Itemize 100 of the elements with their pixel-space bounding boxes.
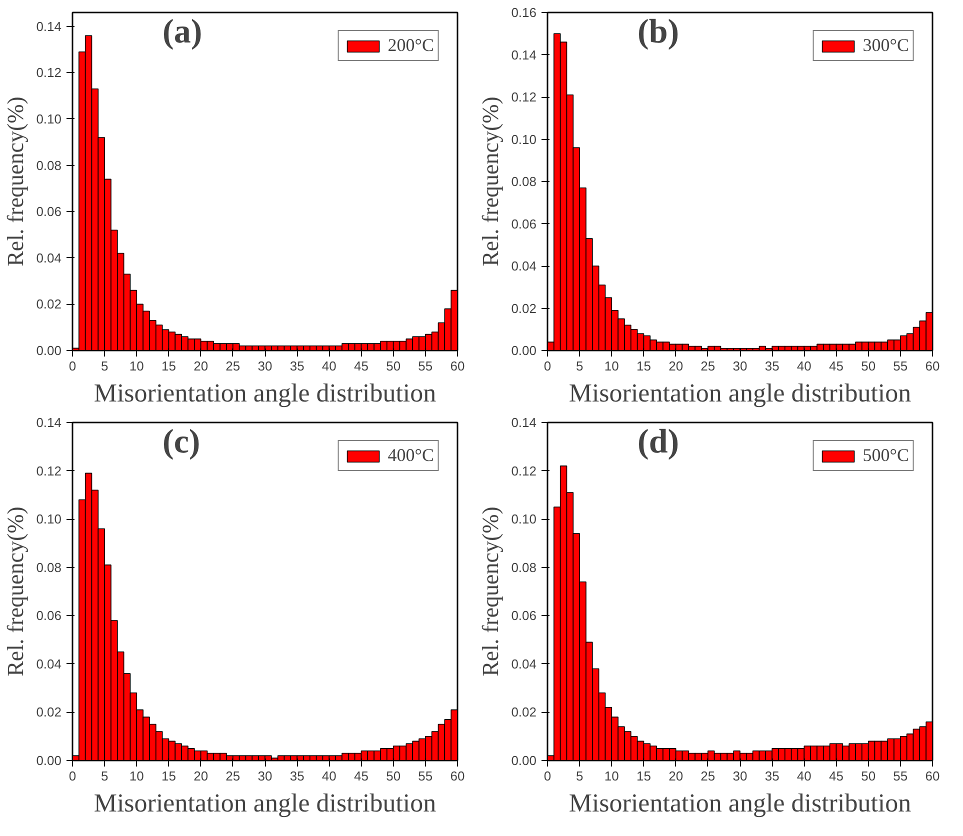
y-tick-label: 0.04 <box>511 258 537 274</box>
x-tick-label: 35 <box>290 358 304 374</box>
x-tick-label: 20 <box>194 768 208 784</box>
x-tick-label: 15 <box>162 768 176 784</box>
x-tick-label: 10 <box>129 358 144 374</box>
x-axis-title: Misorientation angle distribution <box>94 378 436 408</box>
annotation: (b) <box>638 14 680 50</box>
x-tick-label: 45 <box>829 358 844 374</box>
x-tick-label: 10 <box>604 768 619 784</box>
x-tick-label: 35 <box>290 768 304 784</box>
x-tick-label: 5 <box>100 358 108 374</box>
x-tick-label: 25 <box>700 768 716 784</box>
x-tick-label: 20 <box>668 768 684 784</box>
x-tick-label: 20 <box>194 358 208 374</box>
x-tick-label: 40 <box>322 358 336 374</box>
y-tick-label: 0.08 <box>36 158 62 173</box>
x-tick-label: 45 <box>829 768 844 784</box>
y-tick-label: 0.00 <box>36 753 62 768</box>
y-tick-label: 0.16 <box>511 5 537 20</box>
y-tick-label: 0.06 <box>511 216 537 232</box>
annotation: (c) <box>162 424 200 460</box>
legend-label: 300°C <box>862 35 909 56</box>
y-tick-label: 0.14 <box>511 415 537 430</box>
y-tick-label: 0.14 <box>36 18 62 34</box>
x-tick-label: 40 <box>322 768 336 784</box>
y-tick-label: 0.10 <box>511 512 537 527</box>
x-tick-label: 30 <box>258 358 272 374</box>
y-tick-label: 0.02 <box>36 296 62 312</box>
x-tick-label: 0 <box>68 358 76 374</box>
y-axis-title: Rel. frequency(%) <box>3 506 28 676</box>
x-tick-label: 25 <box>700 358 716 374</box>
y-tick-label: 0.00 <box>511 753 537 768</box>
legend-label: 500°C <box>862 445 909 466</box>
x-tick-label: 15 <box>636 768 651 784</box>
y-tick-label: 0.06 <box>36 204 62 220</box>
x-tick-label: 40 <box>796 768 812 784</box>
y-tick-label: 0.14 <box>511 47 537 62</box>
y-tick-label: 0.06 <box>511 608 537 624</box>
x-tick-label: 15 <box>636 358 651 374</box>
y-tick-label: 0.12 <box>36 463 62 478</box>
y-tick-label: 0.10 <box>36 512 62 527</box>
x-tick-label: 5 <box>100 768 108 784</box>
y-axis-title: Rel. frequency(%) <box>3 96 28 266</box>
y-tick-label: 0.00 <box>511 343 537 358</box>
y-tick-label: 0.06 <box>36 608 62 624</box>
y-axis-title: Rel. frequency(%) <box>478 506 504 676</box>
y-tick-label: 0.04 <box>36 250 62 266</box>
y-tick-label: 0.08 <box>36 560 62 575</box>
y-tick-label: 0.12 <box>511 463 537 478</box>
legend-label: 400°C <box>388 445 434 466</box>
x-tick-label: 35 <box>764 358 780 374</box>
x-tick-label: 25 <box>226 768 240 784</box>
x-tick-label: 30 <box>732 358 748 374</box>
y-tick-label: 0.10 <box>511 132 537 147</box>
y-tick-label: 0.12 <box>36 65 62 80</box>
x-tick-label: 5 <box>576 768 584 784</box>
x-axis-title: Misorientation angle distribution <box>568 788 912 818</box>
x-tick-label: 0 <box>68 768 76 784</box>
x-tick-label: 55 <box>418 768 433 784</box>
x-tick-label: 25 <box>226 358 240 374</box>
x-axis-title: Misorientation angle distribution <box>568 378 912 408</box>
x-tick-label: 35 <box>764 768 780 784</box>
x-axis-title: Misorientation angle distribution <box>94 788 436 818</box>
x-tick-label: 55 <box>893 358 908 374</box>
x-tick-label: 50 <box>386 358 401 374</box>
x-tick-label: 55 <box>893 768 908 784</box>
x-tick-label: 50 <box>861 768 876 784</box>
x-tick-label: 45 <box>354 358 368 374</box>
y-tick-label: 0.02 <box>511 704 537 720</box>
legend-label: 200°C <box>388 35 434 56</box>
y-tick-label: 0.04 <box>36 656 62 672</box>
x-tick-label: 50 <box>386 768 401 784</box>
y-tick-label: 0.08 <box>511 560 537 575</box>
x-tick-label: 45 <box>354 768 368 784</box>
x-tick-label: 30 <box>258 768 272 784</box>
x-tick-label: 40 <box>796 358 812 374</box>
x-tick-label: 60 <box>925 768 940 784</box>
y-tick-label: 0.00 <box>36 343 62 358</box>
x-tick-label: 60 <box>450 768 465 784</box>
x-tick-label: 55 <box>418 358 433 374</box>
x-tick-label: 0 <box>544 358 552 374</box>
y-tick-label: 0.04 <box>511 656 537 672</box>
annotation: (a) <box>162 14 202 50</box>
y-tick-label: 0.08 <box>511 174 537 189</box>
y-tick-label: 0.02 <box>511 300 537 316</box>
y-axis-title: Rel. frequency(%) <box>478 96 504 266</box>
x-tick-label: 5 <box>576 358 584 374</box>
x-tick-label: 10 <box>604 358 619 374</box>
x-tick-label: 60 <box>450 358 465 374</box>
x-tick-label: 0 <box>544 768 552 784</box>
y-tick-label: 0.12 <box>511 90 537 104</box>
x-tick-label: 50 <box>861 358 876 374</box>
x-tick-label: 30 <box>732 768 748 784</box>
x-tick-label: 15 <box>162 358 176 374</box>
x-tick-label: 20 <box>668 358 684 374</box>
y-tick-label: 0.14 <box>36 415 62 430</box>
x-tick-label: 60 <box>925 358 940 374</box>
y-tick-label: 0.02 <box>36 704 62 720</box>
annotation: (d) <box>638 424 680 460</box>
y-tick-label: 0.10 <box>36 111 62 126</box>
